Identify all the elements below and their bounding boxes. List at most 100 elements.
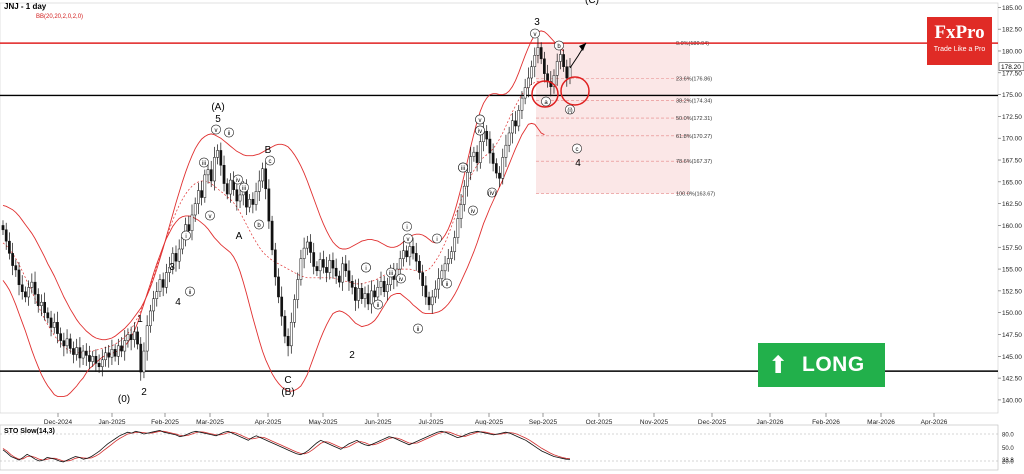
candle-body <box>456 218 460 238</box>
candle-body <box>565 66 569 79</box>
y-tick-label: 165.00 <box>1002 179 1022 186</box>
wave-label-circle <box>224 127 234 138</box>
candle-body <box>379 281 383 288</box>
x-tick-label: Mar-2025 <box>196 419 224 426</box>
candle-body <box>321 259 325 268</box>
y-tick-label: 182.50 <box>1002 27 1022 34</box>
candle-body <box>17 269 21 286</box>
wave-label: iv <box>478 129 482 135</box>
candle-body <box>24 291 27 298</box>
wave-label: iii <box>202 161 206 167</box>
candle-body <box>20 284 24 292</box>
candle-body <box>437 278 441 290</box>
x-tick-label: Dec-2025 <box>698 419 727 426</box>
wave-label: 4 <box>575 158 581 169</box>
candle-body <box>286 335 290 347</box>
candle-body <box>475 151 479 163</box>
candle-body <box>414 253 418 262</box>
candle-body <box>478 141 482 163</box>
wave-label: (C) <box>585 0 599 6</box>
candle-body <box>59 333 63 341</box>
candle-body <box>427 296 431 306</box>
candle-body <box>165 272 168 288</box>
wave-label-circle <box>402 221 412 232</box>
candle-body <box>171 253 175 268</box>
wave-label-circle <box>554 40 564 51</box>
candle-body <box>293 299 296 323</box>
candle-body <box>46 312 50 319</box>
candle-body <box>501 157 505 179</box>
x-tick-label: Feb-2025 <box>151 419 179 426</box>
x-tick-label: Mar-2026 <box>867 419 895 426</box>
candle-body <box>40 301 43 306</box>
candle-body <box>27 287 30 298</box>
wave-label-circle <box>185 286 195 297</box>
candle-body <box>100 359 104 368</box>
wave-label-circle <box>205 210 215 221</box>
wave-label: v <box>534 32 537 38</box>
wave-label: A <box>236 231 243 242</box>
candle-body <box>520 97 524 111</box>
wave-label-circle <box>468 205 478 216</box>
x-tick-label: Nov-2025 <box>640 419 669 426</box>
candle-body <box>498 172 501 179</box>
wave-label: (iv) <box>488 191 496 197</box>
y-tick-label: 180.00 <box>1002 48 1022 55</box>
current-price-label: 178.20 <box>1001 64 1021 71</box>
candle-body <box>213 157 216 182</box>
candle-body <box>229 179 232 195</box>
candle-body <box>43 301 46 313</box>
wave-label: ii <box>446 282 449 288</box>
fibonacci-retracement: 0.0%(180.94)23.6%(176.86)38.2%(174.34)50… <box>536 41 715 197</box>
x-tick-label: Jan-2026 <box>756 419 783 426</box>
candle-body <box>555 61 559 76</box>
candle-body <box>222 165 226 184</box>
candle-body <box>36 294 40 306</box>
candle-body <box>485 130 489 140</box>
candle-body <box>84 350 88 356</box>
candle-body <box>507 132 511 146</box>
candle-body <box>568 66 572 79</box>
candle-body <box>277 276 280 298</box>
candle-body <box>424 285 428 298</box>
candle-body <box>517 110 521 127</box>
wave-label-circle <box>181 230 191 241</box>
candle-body <box>469 156 473 173</box>
wave-label: 3 <box>169 262 175 273</box>
candle-body <box>328 260 332 273</box>
wave-label: v <box>209 214 212 220</box>
wave-label: 2 <box>141 387 147 398</box>
fib-level-label: 100.0%(163.67) <box>676 191 715 197</box>
wave-label: (i) <box>567 108 572 114</box>
candle-body <box>145 325 149 352</box>
wave-label-circle <box>373 299 383 310</box>
candle-body <box>113 349 117 357</box>
candle-body <box>536 47 540 56</box>
y-tick-label: 140.00 <box>1002 397 1022 404</box>
target-circle <box>560 76 590 106</box>
wave-label: iv <box>399 277 403 283</box>
candle-body <box>136 331 139 345</box>
candle-body <box>81 350 85 359</box>
candle-body <box>360 288 364 299</box>
wave-label: v <box>479 118 482 124</box>
wave-label: v <box>215 128 218 134</box>
candles <box>1 37 572 381</box>
up-arrow-icon: ⬆ <box>767 351 789 379</box>
candle-body <box>533 55 537 67</box>
candle-body <box>65 338 69 347</box>
x-tick-label: Apr-2025 <box>255 419 282 426</box>
wave-label: (B) <box>281 387 294 398</box>
wave-label-circle <box>239 182 249 193</box>
y-tick-label: 185.00 <box>1002 5 1022 12</box>
wave-label-circle <box>475 114 485 125</box>
wave-label-circle <box>572 143 582 154</box>
y-tick-label: 162.50 <box>1002 201 1022 208</box>
candle-body <box>251 199 255 205</box>
wave-label-circle <box>396 273 406 284</box>
candle-body <box>33 281 37 295</box>
wave-label-circle <box>386 267 396 278</box>
wave-label: ii <box>417 327 420 333</box>
